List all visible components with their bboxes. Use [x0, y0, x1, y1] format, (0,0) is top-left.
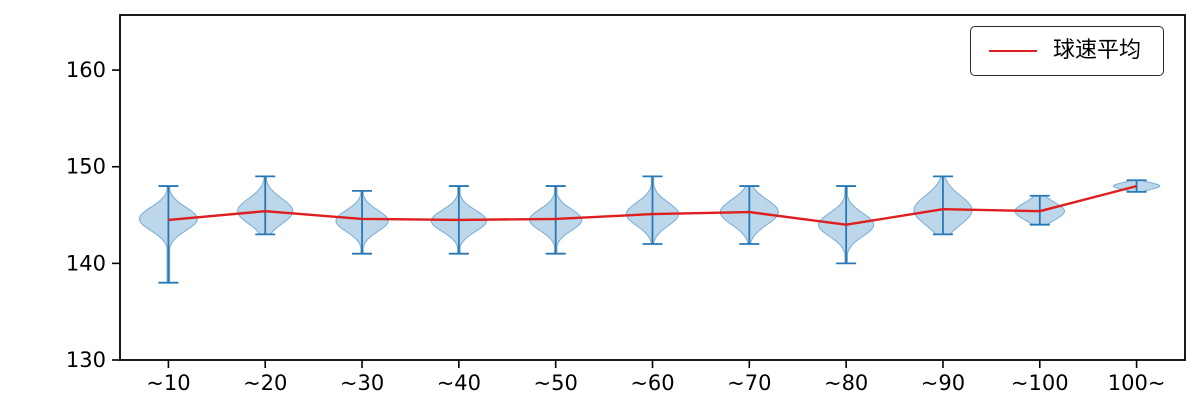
x-tick-label: ~50 — [534, 371, 578, 395]
plot-border — [119, 14, 1186, 361]
x-tick-label: ~70 — [727, 371, 771, 395]
x-tick-label: ~20 — [243, 371, 287, 395]
y-tick-label: 130 — [66, 348, 106, 372]
x-tick-label: ~100 — [1011, 371, 1069, 395]
x-tick-label: ~80 — [824, 371, 868, 395]
x-tick-label: ~90 — [921, 371, 965, 395]
legend: 球速平均 — [969, 26, 1164, 76]
y-tick-label: 160 — [66, 58, 106, 82]
mean-line — [168, 184, 1137, 226]
y-tick-label: 150 — [66, 155, 106, 179]
x-tick-label: ~40 — [437, 371, 481, 395]
x-tick-label: ~10 — [146, 371, 190, 395]
legend-label: 球速平均 — [1052, 38, 1141, 63]
x-tick-label: ~30 — [340, 371, 384, 395]
legend-line-icon — [988, 50, 1037, 52]
x-tick-label: 100~ — [1108, 371, 1166, 395]
x-tick-label: ~60 — [630, 371, 674, 395]
y-tick-label: 140 — [66, 251, 106, 275]
